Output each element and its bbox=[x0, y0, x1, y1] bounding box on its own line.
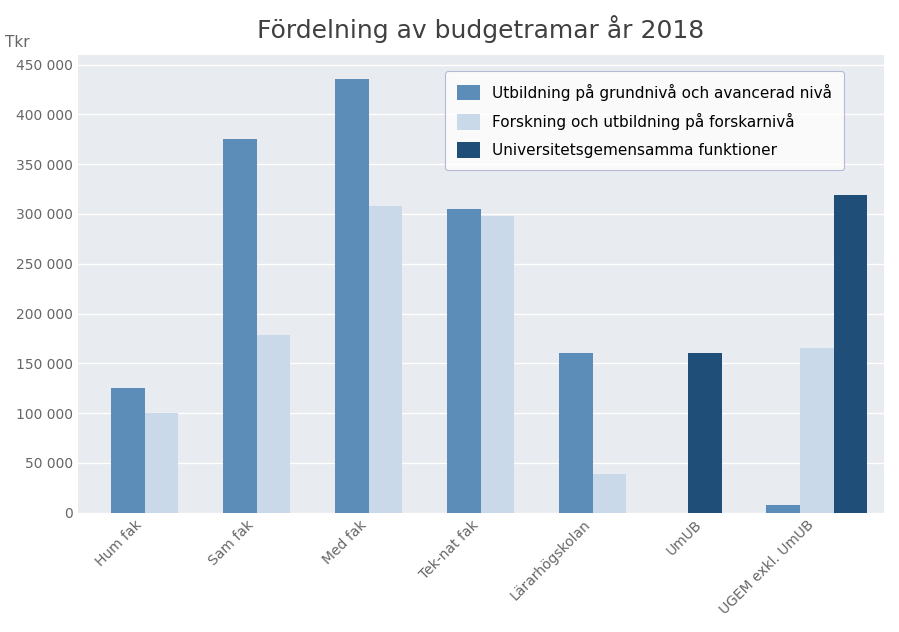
Bar bbox=[592, 474, 627, 513]
Legend: Utbildning på grundnivå och avancerad nivå, Forskning och utbildning på forskarn: Utbildning på grundnivå och avancerad ni… bbox=[444, 71, 844, 170]
Bar bbox=[448, 209, 481, 513]
Bar bbox=[111, 388, 145, 513]
Bar bbox=[223, 139, 257, 513]
Bar bbox=[257, 336, 290, 513]
Text: Tkr: Tkr bbox=[5, 35, 30, 50]
Bar bbox=[688, 353, 722, 513]
Bar bbox=[369, 206, 403, 513]
Bar bbox=[800, 348, 833, 513]
Bar bbox=[767, 505, 800, 513]
Bar bbox=[335, 80, 369, 513]
Bar bbox=[833, 195, 868, 513]
Bar bbox=[559, 353, 592, 513]
Bar bbox=[481, 216, 514, 513]
Bar bbox=[145, 413, 179, 513]
Title: Fördelning av budgetramar år 2018: Fördelning av budgetramar år 2018 bbox=[257, 15, 705, 43]
